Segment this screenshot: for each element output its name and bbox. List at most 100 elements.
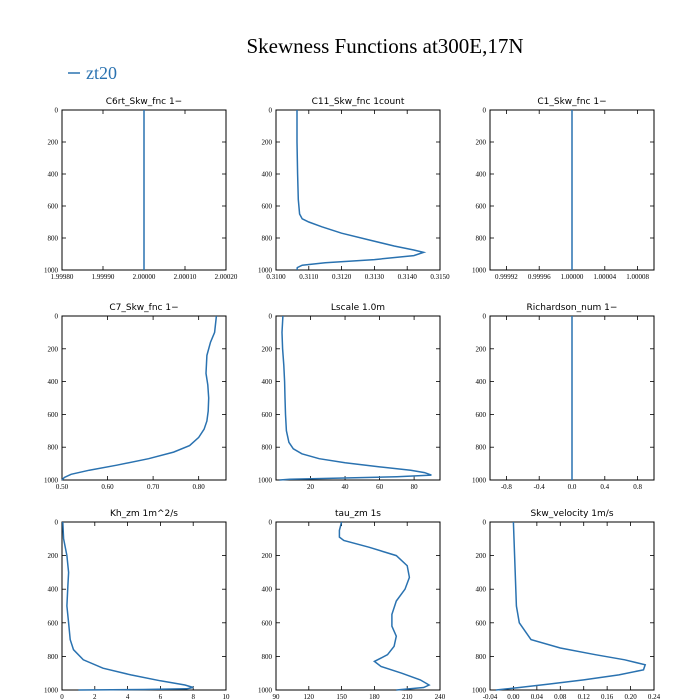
x-tick-label: 1.99980 xyxy=(51,273,74,281)
y-tick-label: 600 xyxy=(48,203,59,211)
y-tick-label: 800 xyxy=(476,653,487,661)
y-tick-label: 400 xyxy=(476,378,487,386)
plot-frame xyxy=(489,521,655,691)
y-tick-label: 0 xyxy=(483,519,487,527)
y-tick-label: 200 xyxy=(476,552,487,560)
plot-frame xyxy=(61,521,227,691)
y-tick-label: 400 xyxy=(476,586,487,594)
y-tick-label: 0 xyxy=(55,107,59,115)
panel-3: C1_Skw_fnc 1− 0 200 400 600 800 1000 0.99992 0.9… xyxy=(472,97,655,281)
y-tick-label: 0 xyxy=(483,313,487,321)
panel-title: C1_Skw_fnc 1− xyxy=(537,97,606,107)
y-tick-label: 1000 xyxy=(44,477,59,485)
y-tick-label: 400 xyxy=(262,378,273,386)
panel-2: C11_Skw_fnc 1count 0 200 400 600 800 10000.310… xyxy=(258,97,450,281)
panel-5: Lscale 1.0m 0 200 400 600 800 1000 20 40 60 80 xyxy=(258,303,441,491)
x-tick-label: 0.3140 xyxy=(398,273,418,281)
x-tick-label: 0.12 xyxy=(578,693,591,700)
x-tick-label: 10 xyxy=(223,693,231,700)
series-line xyxy=(61,315,218,481)
panel-title: tau_zm 1s xyxy=(335,509,381,519)
x-tick-label: 120 xyxy=(304,693,315,700)
x-tick-label: 4 xyxy=(126,693,130,700)
panel-title: C11_Skw_fnc 1count xyxy=(312,97,405,107)
x-tick-label: 1.00008 xyxy=(626,273,649,281)
y-tick-label: 1000 xyxy=(472,477,487,485)
y-tick-label: 400 xyxy=(476,171,487,179)
panel-title: C7_Skw_fnc 1− xyxy=(109,303,178,313)
x-tick-label: 6 xyxy=(159,693,163,700)
y-tick-label: 400 xyxy=(48,171,59,179)
x-tick-label: 2.00020 xyxy=(215,273,238,281)
plot-frame xyxy=(275,315,441,481)
x-tick-label: 0.20 xyxy=(624,693,637,700)
x-tick-label: 240 xyxy=(435,693,446,700)
series-line xyxy=(495,521,647,691)
y-tick-label: 800 xyxy=(476,235,487,243)
panel-title: Skw_velocity 1m/s xyxy=(530,509,613,519)
y-tick-label: 400 xyxy=(262,586,273,594)
x-tick-label: 0.50 xyxy=(56,483,69,491)
y-tick-label: 800 xyxy=(262,444,273,452)
x-tick-label: 0.99992 xyxy=(495,273,518,281)
x-tick-label: 8 xyxy=(191,693,195,700)
y-tick-label: 0 xyxy=(55,313,59,321)
x-tick-label: 80 xyxy=(411,483,419,491)
x-tick-label: 0.0 xyxy=(568,483,577,491)
y-tick-label: 0 xyxy=(269,107,273,115)
y-tick-label: 400 xyxy=(262,171,273,179)
y-tick-label: 1000 xyxy=(472,267,487,275)
y-tick-label: 1000 xyxy=(44,267,59,275)
x-tick-label: 1.00000 xyxy=(561,273,584,281)
x-tick-label: -0.4 xyxy=(534,483,546,491)
y-tick-label: 600 xyxy=(476,619,487,627)
y-tick-label: 800 xyxy=(476,444,487,452)
plot-frame xyxy=(61,315,227,481)
x-tick-label: -0.04 xyxy=(483,693,498,700)
x-tick-label: 0.3120 xyxy=(332,273,352,281)
x-tick-label: 0.16 xyxy=(601,693,614,700)
y-tick-label: 1000 xyxy=(258,687,273,695)
y-tick-label: 200 xyxy=(476,139,487,147)
x-tick-label: 2 xyxy=(93,693,97,700)
y-tick-label: 200 xyxy=(262,345,273,353)
y-tick-label: 600 xyxy=(262,619,273,627)
y-tick-label: 1000 xyxy=(44,687,59,695)
figure-title: Skewness Functions at300E,17N xyxy=(246,34,523,58)
y-tick-label: 200 xyxy=(262,552,273,560)
x-tick-label: 0.00 xyxy=(507,693,520,700)
x-tick-label: 0.3150 xyxy=(430,273,450,281)
x-tick-label: 2.00010 xyxy=(174,273,197,281)
x-tick-label: 0.4 xyxy=(600,483,609,491)
x-tick-label: 20 xyxy=(307,483,315,491)
y-tick-label: 0 xyxy=(269,313,273,321)
x-tick-label: 0.70 xyxy=(147,483,160,491)
x-tick-label: 150 xyxy=(336,693,347,700)
x-tick-label: 0.80 xyxy=(193,483,206,491)
series-line xyxy=(279,315,432,481)
x-tick-label: 0.3100 xyxy=(266,273,286,281)
y-tick-label: 200 xyxy=(48,139,59,147)
x-tick-label: 60 xyxy=(376,483,384,491)
series-line xyxy=(338,521,431,691)
y-tick-label: 200 xyxy=(476,345,487,353)
plot-frame xyxy=(275,109,441,271)
panel-title: C6rt_Skw_fnc 1− xyxy=(106,97,182,107)
panel-title: Kh_zm 1m^2/s xyxy=(110,509,178,519)
y-tick-label: 800 xyxy=(48,444,59,452)
y-tick-label: 600 xyxy=(48,411,59,419)
y-tick-label: 0 xyxy=(483,107,487,115)
y-tick-label: 200 xyxy=(48,345,59,353)
y-tick-label: 200 xyxy=(48,552,59,560)
y-tick-label: 800 xyxy=(262,653,273,661)
x-tick-label: 90 xyxy=(273,693,281,700)
panel-title: Lscale 1.0m xyxy=(331,303,385,313)
y-tick-label: 400 xyxy=(48,586,59,594)
y-tick-label: 600 xyxy=(262,203,273,211)
panel-6: Richardson_num 1− 0 200 400 600 800 1000 -0.8 -0… xyxy=(472,303,655,491)
x-tick-label: 180 xyxy=(369,693,380,700)
x-tick-label: 0.04 xyxy=(531,693,544,700)
